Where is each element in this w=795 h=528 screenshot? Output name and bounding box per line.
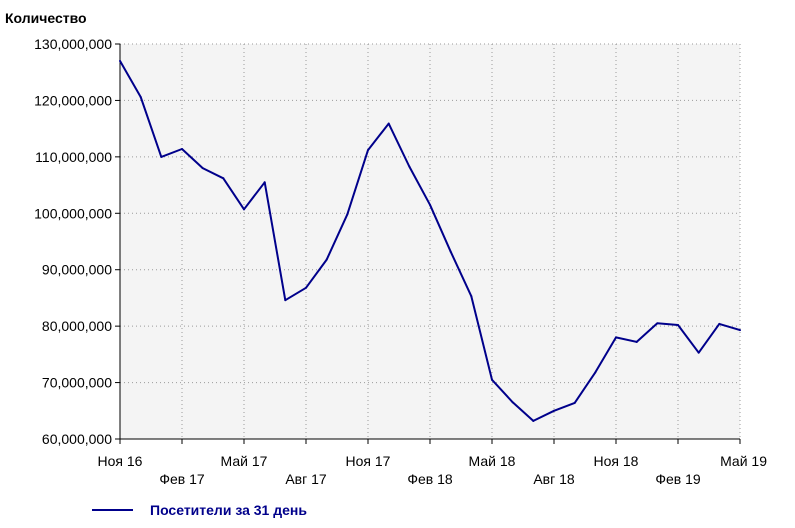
- x-tick-label-10: Май 19: [720, 453, 767, 469]
- data-point-27: [677, 324, 679, 327]
- data-point-24: [615, 336, 617, 339]
- x-tick-label-2: Май 17: [221, 453, 268, 469]
- data-point-7: [263, 181, 266, 184]
- legend: Посетители за 31 день: [92, 502, 307, 518]
- x-tick-label-0: Ноя 16: [98, 453, 143, 469]
- y-tick-label-2: 80,000,000: [42, 318, 112, 334]
- y-axis-ticks: 60,000,000 70,000,000 80,000,000 90,000,000…: [34, 36, 120, 447]
- data-point-12: [367, 149, 369, 152]
- data-point-1: [139, 96, 142, 99]
- data-point-4: [201, 167, 204, 170]
- y-tick-label-0: 60,000,000: [42, 431, 112, 447]
- y-tick-label-4: 100,000,000: [34, 205, 112, 221]
- data-point-5: [222, 177, 225, 180]
- x-tick-label-6: Май 18: [469, 453, 516, 469]
- series-group: [119, 59, 741, 422]
- x-tick-label-1: Фев 17: [159, 471, 205, 487]
- data-point-3: [181, 147, 183, 150]
- data-point-14: [408, 165, 411, 168]
- x-tick-label-7: Авг 18: [533, 471, 575, 487]
- y-tick-label-3: 90,000,000: [42, 262, 112, 278]
- x-tick-label-4: Ноя 17: [346, 453, 391, 469]
- data-point-22: [573, 401, 576, 404]
- data-point-11: [346, 213, 349, 216]
- legend-label: Посетители за 31 день: [150, 502, 307, 518]
- plot-background: [120, 44, 740, 439]
- x-tick-label-9: Фев 19: [655, 471, 701, 487]
- data-point-8: [284, 299, 287, 302]
- data-point-2: [160, 155, 163, 158]
- data-point-20: [532, 419, 535, 422]
- data-point-17: [470, 295, 473, 298]
- data-point-26: [656, 322, 659, 325]
- x-tick-label-3: Авг 17: [285, 471, 327, 487]
- data-point-25: [635, 340, 638, 343]
- data-point-9: [305, 286, 307, 289]
- data-point-30: [739, 329, 741, 332]
- data-point-10: [325, 258, 328, 261]
- x-axis-ticks: Ноя 16 Фев 17 Май 17 Авг 17 Ноя 17 Фев 18 Май …: [98, 439, 767, 487]
- data-point-16: [449, 250, 452, 253]
- data-point-21: [553, 409, 555, 412]
- data-point-0: [119, 59, 121, 62]
- data-point-6: [243, 208, 245, 211]
- x-tick-label-8: Ноя 18: [594, 453, 639, 469]
- data-point-15: [429, 203, 431, 206]
- y-tick-label-1: 70,000,000: [42, 375, 112, 391]
- y-tick-label-7: 130,000,000: [34, 36, 112, 52]
- x-tick-label-5: Фев 18: [407, 471, 453, 487]
- data-point-29: [718, 322, 721, 325]
- data-point-23: [594, 371, 597, 374]
- y-axis-title: Количество: [5, 10, 87, 26]
- data-point-19: [511, 401, 514, 404]
- data-point-13: [387, 122, 390, 125]
- data-point-18: [491, 378, 493, 381]
- data-point-28: [697, 351, 700, 354]
- grid-lines: [120, 43, 741, 439]
- y-tick-label-5: 110,000,000: [35, 149, 112, 165]
- y-tick-label-6: 120,000,000: [34, 92, 112, 108]
